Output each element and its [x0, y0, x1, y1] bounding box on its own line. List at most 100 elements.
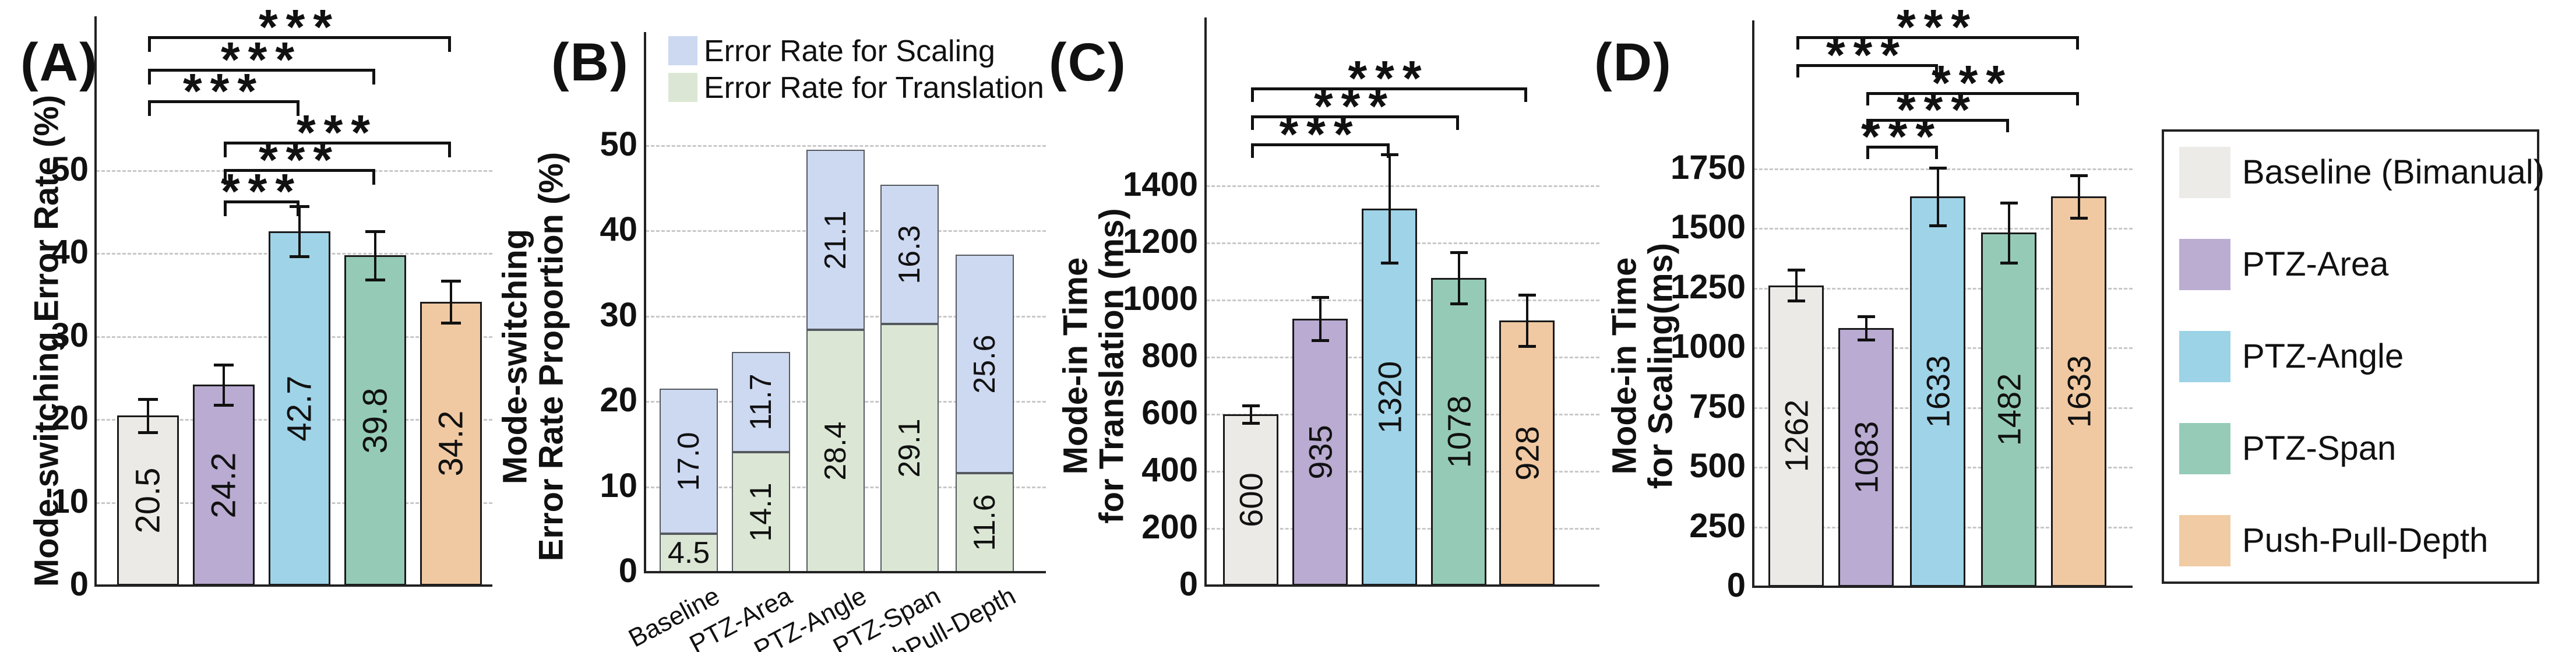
- scaling-legend-label: Error Rate for Scaling: [704, 34, 995, 68]
- y-tick-label: 50: [51, 150, 89, 188]
- significance-bracket: [224, 169, 375, 185]
- error-bar: [2007, 203, 2010, 263]
- error-bar-cap: [1311, 339, 1329, 342]
- bar: [2051, 196, 2106, 587]
- y-tick-label: 1000: [1670, 327, 1746, 365]
- error-bar-cap: [2070, 174, 2088, 177]
- y-tick-label: 30: [51, 316, 89, 354]
- x-axis-line: [644, 571, 1046, 573]
- significance-bracket: [1866, 119, 2009, 132]
- y-tick-label: 20: [600, 381, 637, 420]
- error-bar: [147, 399, 149, 432]
- scaling-legend-swatch: [668, 36, 697, 65]
- error-bar-cap: [290, 255, 309, 258]
- significance-stars: ***: [1931, 55, 2014, 110]
- bar-value-label: 17.0: [672, 432, 706, 491]
- x-axis-line: [94, 584, 492, 587]
- y-tick-label: 750: [1689, 387, 1746, 425]
- error-bar-cap: [1857, 315, 1875, 319]
- legend-item-baseline: Baseline (Bimanual): [2164, 147, 2545, 198]
- x-axis-line: [1752, 586, 2133, 588]
- error-bar-cap: [138, 431, 158, 434]
- error-bar: [1457, 252, 1460, 304]
- y-axis-label: Mode-in Time: [1605, 257, 1644, 475]
- bar-value-label: 14.1: [744, 482, 778, 542]
- translation-legend-swatch: [668, 73, 697, 102]
- panel-a-letter: (A): [20, 33, 98, 92]
- error-bar-cap: [1518, 345, 1536, 348]
- stacked-bar-segment: [732, 452, 790, 572]
- bar-value-label: 42.7: [280, 375, 319, 442]
- error-bar-cap: [1787, 268, 1805, 272]
- significance-stars: ***: [1896, 0, 1979, 54]
- push-pull-depth-swatch: [2179, 515, 2230, 566]
- legend-item-ptz-angle: PTZ-Angle: [2164, 331, 2537, 382]
- significance-stars: ***: [258, 132, 341, 187]
- significance-stars: ***: [296, 105, 379, 160]
- gridline: [1206, 185, 1599, 187]
- condition-legend: Baseline (Bimanual) PTZ-Area PTZ-Angle P…: [2162, 129, 2545, 584]
- bar-value-label: 1633: [2060, 355, 2097, 428]
- y-tick-label: 50: [600, 125, 637, 163]
- y-axis-spine: [1204, 17, 1207, 587]
- bar-value-label: 20.5: [129, 467, 167, 534]
- y-tick-label: 0: [1179, 565, 1198, 603]
- bar-value-label: 11.7: [744, 373, 778, 431]
- y-tick-label: 40: [600, 210, 637, 249]
- error-bar: [1249, 406, 1252, 423]
- y-tick-label: 0: [618, 551, 637, 590]
- error-bar-cap: [365, 278, 385, 281]
- y-tick-label: 1200: [1122, 222, 1198, 260]
- panel-c-letter: (C): [1049, 33, 1127, 92]
- bar-value-label: 1482: [1990, 373, 2027, 446]
- bar-value-label: 29.1: [893, 418, 926, 478]
- error-bar-cap: [1380, 262, 1398, 265]
- stacked-bar-segment: [732, 352, 790, 452]
- error-bar-cap: [1857, 338, 1875, 341]
- error-bar-cap: [2070, 217, 2088, 220]
- significance-bracket: [148, 69, 375, 84]
- error-bar-cap: [1450, 302, 1468, 305]
- bar-value-label: 1320: [1371, 361, 1408, 434]
- error-bar-cap: [214, 403, 234, 407]
- error-bar-cap: [2000, 202, 2018, 205]
- significance-bracket: [224, 200, 299, 216]
- significance-stars: ***: [1826, 27, 1908, 82]
- error-bar-cap: [2000, 261, 2018, 265]
- baseline-swatch: [2179, 147, 2230, 198]
- translation-legend-label: Error Rate for Translation: [704, 71, 1044, 105]
- stacked-bar-segment: [956, 255, 1014, 474]
- panel-b-letter: (B): [551, 33, 629, 92]
- bar-value-label: 935: [1302, 425, 1338, 480]
- bar: [1768, 285, 1824, 587]
- legend-label: PTZ-Angle: [2242, 337, 2404, 375]
- y-tick-label: 1250: [1670, 267, 1746, 306]
- y-tick-label: 400: [1141, 450, 1198, 489]
- legend-label: Push-Pull-Depth: [2242, 521, 2489, 559]
- significance-stars: ***: [1896, 82, 1979, 137]
- error-bar-cap: [214, 364, 234, 367]
- bar: [1910, 196, 1965, 587]
- y-tick-label: 250: [1689, 506, 1746, 545]
- y-tick-label: 0: [69, 565, 89, 603]
- bar-value-label: 28.4: [819, 421, 852, 481]
- significance-bracket: [148, 36, 451, 52]
- bar-value-label: 21.1: [819, 210, 852, 270]
- error-bar-cap: [1380, 153, 1398, 157]
- significance-stars: ***: [182, 64, 265, 118]
- error-bar-cap: [1242, 421, 1260, 425]
- error-bar-cap: [138, 397, 158, 401]
- significance-stars: ***: [220, 32, 303, 87]
- bar-value-label: 16.3: [893, 225, 926, 284]
- significance-bracket: [1796, 64, 1938, 77]
- bar: [269, 231, 330, 586]
- error-bar: [374, 231, 376, 280]
- y-tick-label: 500: [1689, 446, 1746, 485]
- y-tick-label: 0: [1726, 566, 1746, 604]
- y-tick-label: 1400: [1122, 165, 1198, 203]
- y-tick-label: 40: [51, 233, 89, 272]
- significance-stars: ***: [258, 0, 341, 54]
- error-bar: [1936, 168, 1939, 225]
- stacked-bar-segment: [806, 150, 865, 330]
- y-tick-label: 1750: [1670, 148, 1746, 186]
